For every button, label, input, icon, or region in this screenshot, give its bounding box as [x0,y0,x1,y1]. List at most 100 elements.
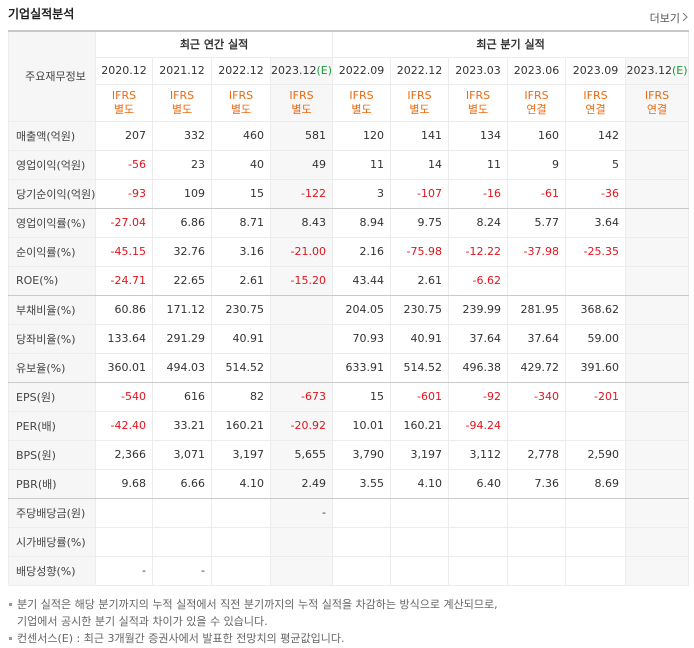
data-row: 유보율(%) 360.01 494.03 514.52 633.91 514.52 496.… [8,352,690,383]
cell [625,265,690,296]
cell: 514.52 [390,352,450,383]
cell: 2,590 [565,439,627,470]
period-date: 2023.03 [455,64,501,77]
row-label: 주당배당금(원) [8,497,96,528]
period-date: 2022.09 [338,64,385,77]
basis: IFRS 별도 [269,83,334,122]
cell [269,526,334,557]
cell [448,497,509,528]
cell: 8.71 [211,207,271,238]
cell: -36 [565,178,627,209]
basis-text: IFRS [228,88,254,102]
cell [625,381,690,412]
cell: 70.93 [332,323,392,354]
basis-text: 별도 [467,102,489,116]
basis: IFRS 별도 [95,83,153,122]
basis: IFRS 연결 [507,83,567,122]
basis-text: IFRS [583,88,608,102]
cell [269,555,334,586]
cell: 3,197 [390,439,450,470]
cell [565,526,627,557]
row-label: BPS(원) [8,439,96,470]
cell [211,497,271,528]
cell: 207 [95,120,153,151]
cell: -122 [269,178,334,209]
more-link[interactable]: 더보기 [649,12,680,25]
cell: -6.62 [448,265,509,296]
cell: 2.16 [332,236,392,267]
cell: 37.64 [507,323,567,354]
period: 2020.12 [95,56,153,85]
row-label: PBR(배) [8,468,96,499]
cell [95,497,153,528]
period-date: 2023.06 [513,64,560,77]
note-line: 분기 실적은 해당 분기까지의 누적 실적에서 직전 분기까지의 누적 실적을 … [17,598,498,611]
cell: -42.40 [95,410,153,441]
period: 2023.09 [565,56,627,85]
row-label: 영업이익(억원) [8,149,96,180]
cell: 3.55 [332,468,392,499]
cell [625,468,690,499]
cell: 2,366 [95,439,153,470]
cell: 3.16 [211,236,271,267]
period: 2023.12(E) [269,56,334,85]
period: 2022.12 [211,56,271,85]
cell: -540 [95,381,153,412]
cell [625,410,690,441]
period: 2022.09 [332,56,392,85]
cell: 8.24 [448,207,509,238]
data-row: 주당배당금(원) - [8,497,690,528]
cell: -94.24 [448,410,509,441]
cell [507,265,567,296]
period: 2023.06 [507,56,567,85]
estimate-mark: (E) [316,64,333,77]
basis-text: IFRS [644,88,670,102]
data-row: 당기순이익(억원) -93 109 15 -122 3 -107 -16 -61 -36 [8,178,690,209]
cell: -25.35 [565,236,627,267]
cell [390,555,450,586]
cell: 460 [211,120,271,151]
cell: 23 [152,149,212,180]
cell: -24.71 [95,265,153,296]
cell: 4.10 [390,468,450,499]
cell: -37.98 [507,236,567,267]
cell: 9.68 [95,468,153,499]
cell: 160 [507,120,567,151]
cell [390,526,450,557]
cell [625,178,690,209]
note-line: 기업에서 공시한 분기 실적과 차이가 있을 수 있습니다. [17,615,268,628]
cell [625,439,690,470]
basis-text: 별도 [409,102,430,116]
cell: - [95,555,153,586]
period-date: 2023.12 [626,64,672,77]
data-row: BPS(원) 2,366 3,071 3,197 5,655 3,790 3,197 3,11… [8,439,690,470]
data-row: 배당성향(%) - - [8,555,690,586]
cell: 11 [448,149,509,180]
cell [625,294,690,325]
cell: 3,071 [152,439,212,470]
cell [507,497,567,528]
cell: 15 [211,178,271,209]
cell: 8.43 [269,207,334,238]
basis-row: IFRS 별도 IFRS 별도 IFRS 별도 IFRS 별도 IFRS 별도 IFRS 별도 IFRS… [9,83,690,122]
row-label: 순이익률(%) [8,236,96,267]
cell: 5 [565,149,627,180]
cell: 37.64 [448,323,509,354]
data-row: 시가배당률(%) [8,526,690,557]
group-title: 최근 연간 실적 [94,30,334,58]
cell: 3,197 [211,439,271,470]
data-row: 영업이익(억원) -56 23 40 49 11 14 11 9 5 [8,149,690,180]
cell: 5,655 [269,439,334,470]
cell: -15.20 [269,265,334,296]
data-row: 순이익률(%) -45.15 32.76 3.16 -21.00 2.16 -75.98 -1… [8,236,690,267]
cell [332,497,392,528]
cell [269,323,334,354]
cell: -16 [448,178,509,209]
more-icon[interactable] [682,13,688,21]
cell: -61 [507,178,567,209]
cell: -107 [390,178,450,209]
cell: 496.38 [448,352,509,383]
cell: 40 [211,149,271,180]
row-label: PER(배) [8,410,96,441]
cell: 9 [507,149,567,180]
